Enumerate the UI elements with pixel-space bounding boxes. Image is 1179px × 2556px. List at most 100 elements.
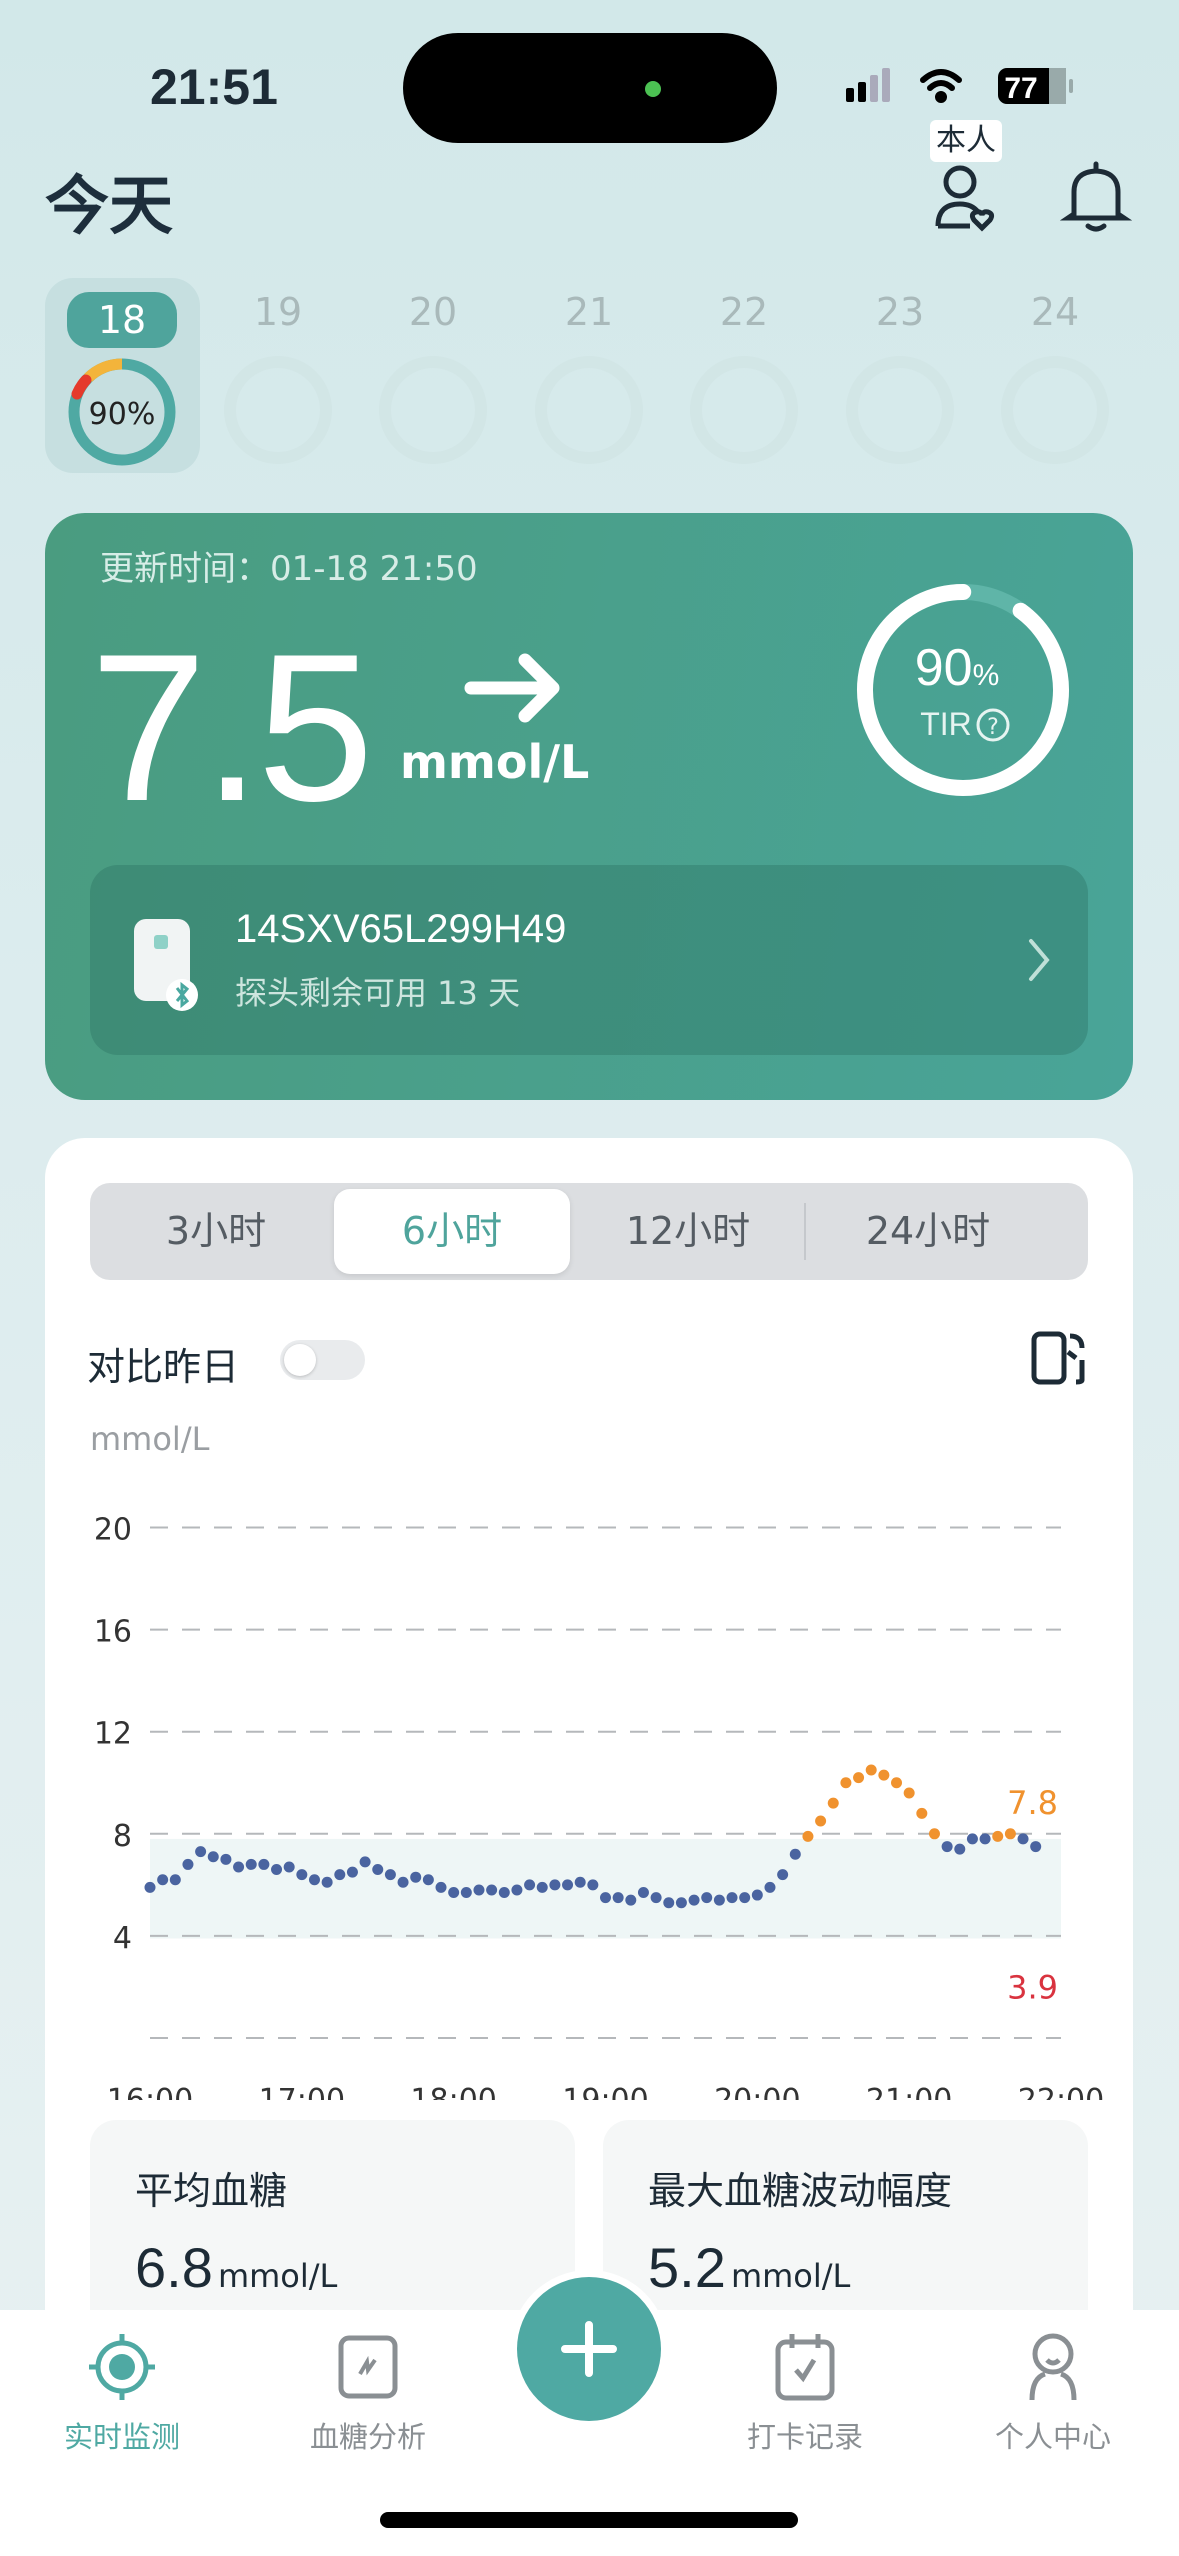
sensor-serial: 14SXV65L299H49	[235, 907, 567, 951]
glucose-point	[321, 1876, 333, 1888]
day-tir-ring-empty[interactable]	[224, 356, 332, 464]
glucose-point	[802, 1830, 814, 1842]
signal-icon	[846, 68, 890, 102]
glucose-point	[764, 1881, 776, 1893]
glucose-point	[663, 1897, 675, 1909]
glucose-point	[865, 1764, 877, 1776]
range-tab[interactable]: 3小时	[165, 1209, 267, 1253]
sensor-remaining: 探头剩余可用 13 天	[235, 974, 521, 1012]
update-label: 更新时间：	[100, 549, 270, 589]
glucose-point	[549, 1879, 561, 1891]
svg-text:?: ?	[987, 715, 999, 740]
day-tir-ring-empty[interactable]	[535, 356, 643, 464]
glucose-point	[574, 1876, 586, 1888]
trend-panel: 3小时 6小时 12小时 24小时 对比昨日 mmol/L 20 16 12 8 4 16:00 1…	[45, 1138, 1133, 2438]
x-tick-label: 22:00	[1018, 2083, 1104, 2100]
x-tick-label: 16:00	[107, 2083, 193, 2100]
range-tab[interactable]: 6小时	[334, 1189, 570, 1274]
nav-label: 个人中心	[994, 2420, 1111, 2454]
glucose-unit: mmol/L	[400, 735, 590, 789]
glucose-point	[587, 1879, 599, 1891]
nav-checkin[interactable]: 打卡记录	[705, 2332, 905, 2456]
target-low-label: 3.9	[1007, 1968, 1058, 2006]
range-tab[interactable]: 24小时	[865, 1209, 991, 1253]
person-icon	[1029, 2333, 1077, 2401]
stat-value: 5.2	[648, 2236, 726, 2299]
bell-icon[interactable]	[1060, 158, 1132, 234]
y-tick-label: 8	[113, 1819, 132, 1854]
nav-realtime[interactable]: 实时监测	[22, 2332, 222, 2456]
target-high-label: 7.8	[1007, 1784, 1058, 1822]
glucose-point	[916, 1807, 928, 1819]
glucose-point	[473, 1884, 485, 1896]
day-23[interactable]: 23	[875, 290, 925, 334]
glucose-point	[954, 1843, 966, 1855]
add-record-button[interactable]	[517, 2277, 661, 2421]
glucose-card: 更新时间：01-18 21:50 7.5 mmol/L 90% TIR ? 14…	[45, 513, 1133, 1100]
glucose-point	[308, 1874, 320, 1886]
y-tick-label: 20	[94, 1513, 132, 1548]
compare-toggle[interactable]	[280, 1340, 365, 1380]
x-tick-label: 20:00	[714, 2083, 800, 2100]
trend-arrow-right-icon	[464, 653, 560, 723]
glucose-point	[751, 1889, 763, 1901]
family-profile-icon[interactable]	[930, 160, 1002, 232]
glucose-point	[1017, 1833, 1029, 1845]
glucose-point	[840, 1777, 852, 1789]
glucose-point	[878, 1769, 890, 1781]
update-time: 更新时间：01-18 21:50	[100, 541, 478, 590]
day-19[interactable]: 19	[253, 290, 303, 334]
x-tick-label: 19:00	[562, 2083, 648, 2100]
glucose-point	[966, 1833, 978, 1845]
glucose-point	[827, 1797, 839, 1809]
stat-title: 最大血糖波动幅度	[648, 2169, 953, 2213]
glucose-point	[688, 1894, 700, 1906]
day-21[interactable]: 21	[564, 290, 614, 334]
day-tir-ring[interactable]: 90%	[62, 352, 182, 472]
nav-profile[interactable]: 个人中心	[953, 2332, 1153, 2456]
day-20[interactable]: 20	[408, 290, 458, 334]
tir-ring[interactable]: 90% TIR ?	[853, 580, 1073, 800]
glucose-point	[296, 1869, 308, 1881]
glucose-point	[397, 1876, 409, 1888]
nav-label: 血糖分析	[309, 2420, 426, 2454]
glucose-point	[346, 1866, 358, 1878]
glucose-point	[562, 1879, 574, 1891]
glucose-point	[600, 1892, 611, 1904]
glucose-point	[460, 1887, 472, 1899]
glucose-point	[979, 1833, 991, 1845]
glucose-point	[384, 1869, 396, 1881]
glucose-point	[435, 1881, 447, 1893]
glucose-point	[941, 1841, 953, 1853]
calendar-check-icon	[775, 2334, 835, 2401]
fullscreen-landscape-icon[interactable]	[1030, 1330, 1088, 1388]
sensor-device-row[interactable]: 14SXV65L299H49 探头剩余可用 13 天	[90, 865, 1088, 1055]
day-tir-ring-empty[interactable]	[379, 356, 487, 464]
plus-icon	[561, 2321, 617, 2377]
glucose-point	[486, 1884, 498, 1896]
glucose-point	[410, 1871, 422, 1883]
glucose-point	[283, 1861, 295, 1873]
glucose-point	[789, 1848, 801, 1860]
day-tir-ring-empty[interactable]	[690, 356, 798, 464]
glucose-point	[853, 1772, 865, 1784]
glucose-value: 7.5	[90, 610, 374, 845]
glucose-point	[220, 1853, 232, 1865]
day-18[interactable]: 18	[67, 292, 177, 348]
glucose-point	[625, 1894, 637, 1906]
day-tir-value: 90%	[89, 397, 156, 432]
range-tab[interactable]: 12小时	[625, 1209, 751, 1253]
glucose-point	[726, 1892, 738, 1904]
glucose-point	[713, 1894, 725, 1906]
glucose-point	[144, 1881, 156, 1893]
profile-tooltip: 本人	[930, 120, 1002, 162]
day-24[interactable]: 24	[1030, 290, 1080, 334]
nav-analysis[interactable]: 血糖分析	[268, 2332, 468, 2456]
day-tir-ring-empty[interactable]	[1001, 356, 1109, 464]
glucose-point	[207, 1851, 219, 1863]
day-22[interactable]: 22	[719, 290, 769, 334]
nav-label: 打卡记录	[746, 2420, 863, 2454]
glucose-point	[271, 1864, 283, 1876]
day-tir-ring-empty[interactable]	[846, 356, 954, 464]
glucose-point	[1004, 1828, 1016, 1840]
